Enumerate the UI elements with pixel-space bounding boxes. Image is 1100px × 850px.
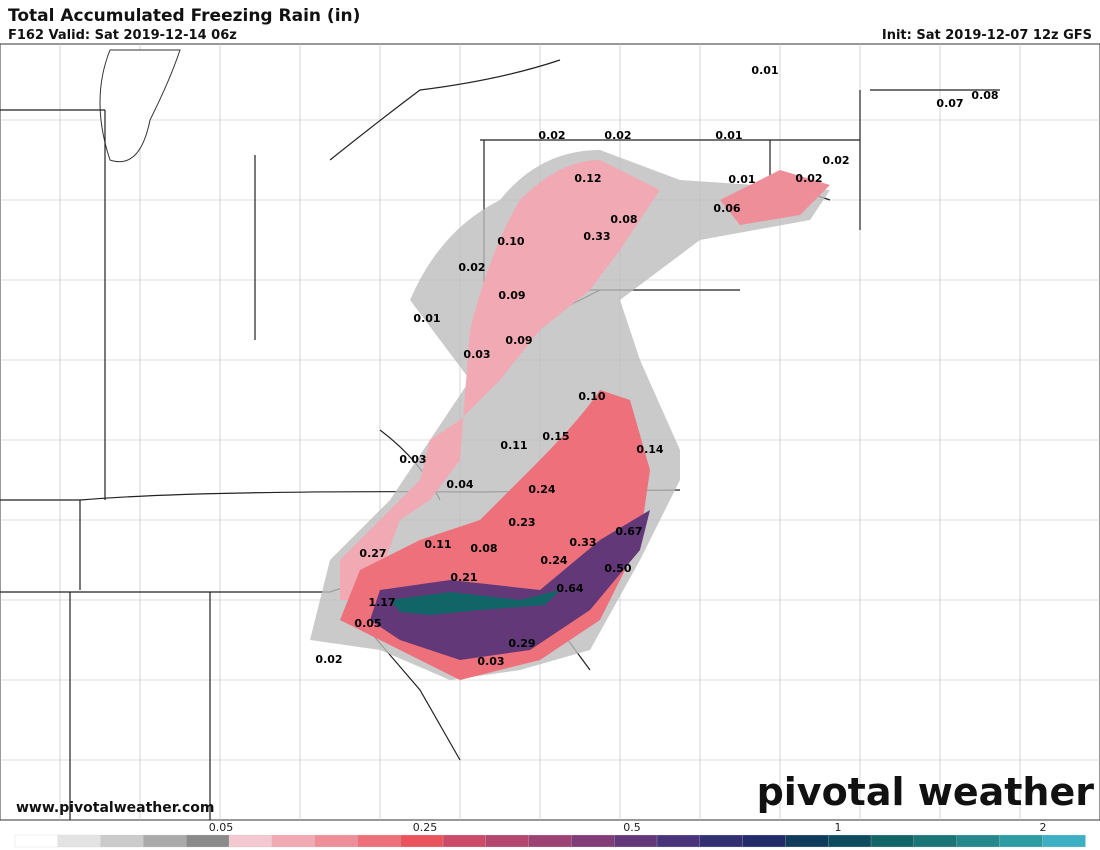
point-label: 0.24	[540, 554, 567, 567]
colorbar: 0.05 0.25 0.5 1 2	[14, 821, 1086, 848]
point-label: 0.23	[508, 516, 535, 529]
colorbar-swatch	[528, 834, 573, 848]
point-label: 0.24	[528, 483, 555, 496]
point-label: 0.27	[359, 547, 386, 560]
point-label: 0.03	[399, 453, 426, 466]
point-label: 0.02	[604, 129, 631, 142]
point-label: 0.08	[610, 213, 637, 226]
point-label: 0.01	[413, 312, 440, 325]
logo: pivotal weather	[757, 770, 1095, 814]
point-label: 0.64	[556, 582, 583, 595]
freezing-rain-shading	[310, 150, 830, 680]
point-label: 0.02	[538, 129, 565, 142]
colorbar-swatch	[314, 834, 359, 848]
colorbar-swatch	[828, 834, 872, 848]
colorbar-swatch	[400, 834, 444, 848]
colorbar-swatch	[57, 834, 102, 848]
point-label: 0.01	[751, 64, 778, 77]
title: Total Accumulated Freezing Rain (in)	[8, 6, 360, 26]
point-label: 0.29	[508, 637, 535, 650]
colorbar-label: 0.05	[209, 821, 234, 834]
colorbar-swatch	[14, 834, 59, 848]
colorbar-swatch	[913, 834, 958, 848]
colorbar-swatch	[870, 834, 915, 848]
lake-michigan	[99, 49, 181, 162]
colorbar-swatch	[785, 834, 829, 848]
colorbar-swatch	[100, 834, 145, 848]
colorbar-swatch	[742, 834, 787, 848]
point-label: 0.07	[936, 97, 963, 110]
point-label: 0.08	[470, 542, 497, 555]
point-label: 0.02	[795, 172, 822, 185]
colorbar-label: 0.25	[413, 821, 438, 834]
colorbar-swatch	[271, 834, 316, 848]
point-label: 0.04	[446, 478, 473, 491]
init-time: Init: Sat 2019-12-07 12z GFS	[882, 28, 1092, 43]
point-label: 0.33	[583, 230, 610, 243]
colorbar-label: 0.5	[623, 821, 641, 834]
point-label: 0.03	[463, 348, 490, 361]
point-label: 0.05	[354, 617, 381, 630]
colorbar-swatch	[442, 834, 487, 848]
point-label: 0.09	[505, 334, 532, 347]
map	[0, 43, 1100, 821]
point-label: 0.12	[574, 172, 601, 185]
point-label: 0.10	[578, 390, 605, 403]
point-label: 0.08	[971, 89, 998, 102]
point-label: 1.17	[368, 596, 395, 609]
point-label: 0.15	[542, 430, 569, 443]
colorbar-swatch	[357, 834, 401, 848]
point-label: 0.33	[569, 536, 596, 549]
point-label: 0.67	[615, 525, 642, 538]
colorbar-swatch	[699, 834, 744, 848]
colorbar-swatch	[143, 834, 187, 848]
colorbar-swatch	[228, 834, 273, 848]
colorbar-swatch	[614, 834, 658, 848]
point-label: 0.09	[498, 289, 525, 302]
colorbar-swatch	[186, 834, 230, 848]
colorbar-swatch	[999, 834, 1043, 848]
colorbar-swatch	[485, 834, 530, 848]
point-label: 0.21	[450, 571, 477, 584]
colorbar-swatch	[571, 834, 615, 848]
point-label: 0.01	[715, 129, 742, 142]
point-labels: 0.010.070.080.02 0.02 0.010.020.12 0.01 0.02…	[315, 64, 998, 668]
point-label: 0.03	[477, 655, 504, 668]
point-label: 0.02	[822, 154, 849, 167]
point-label: 0.01	[728, 173, 755, 186]
point-label: 0.10	[497, 235, 524, 248]
point-label: 0.06	[713, 202, 740, 215]
point-label: 0.02	[315, 653, 342, 666]
colorbar-label: 2	[1040, 821, 1047, 834]
point-label: 0.11	[424, 538, 451, 551]
valid-time: F162 Valid: Sat 2019-12-14 06z	[8, 28, 237, 43]
point-label: 0.14	[636, 443, 663, 456]
colorbar-swatch	[656, 834, 701, 848]
colorbar-swatch	[1042, 834, 1086, 848]
point-label: 0.02	[458, 261, 485, 274]
colorbar-swatch	[956, 834, 1001, 848]
point-label: 0.11	[500, 439, 527, 452]
point-label: 0.50	[604, 562, 631, 575]
website: www.pivotalweather.com	[16, 800, 215, 816]
colorbar-label: 1	[835, 821, 842, 834]
